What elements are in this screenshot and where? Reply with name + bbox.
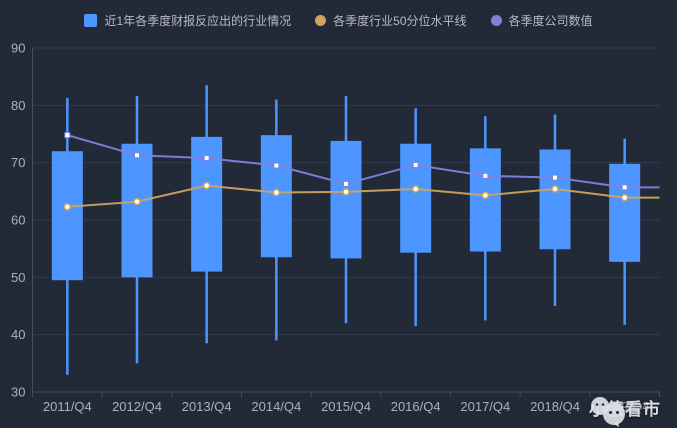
blue-square-legend-icon (84, 14, 98, 27)
x-axis-tick-label: 2016/Q4 (391, 399, 441, 414)
data-point-square[interactable] (621, 184, 628, 191)
data-point-square[interactable] (203, 155, 210, 162)
candle-body-2017/Q4[interactable] (469, 148, 501, 252)
line-company-value (67, 134, 660, 189)
x-axis-tick-label: 2018/Q4 (530, 399, 580, 414)
legend-label: 近1年各季度财报反应出的行业情况 (104, 14, 292, 28)
candle-body-2016/Q4[interactable] (400, 143, 432, 253)
x-axis-tick-label: 2011/Q4 (43, 399, 92, 414)
data-point-dot[interactable] (481, 191, 490, 200)
x-axis-tick-label: 2015/Q4 (321, 399, 371, 414)
x-axis-tick-label: 2013/Q4 (182, 399, 232, 414)
candle-body-2019/Q4[interactable] (609, 163, 641, 262)
candle-body-2015/Q4[interactable] (330, 140, 362, 259)
legend-item-50th-percentile[interactable]: 各季度行业50分位水平线 (315, 12, 467, 29)
data-point-dot[interactable] (272, 188, 281, 197)
y-axis-tick-label: 40 (11, 327, 25, 342)
x-axis-tick-label: 2014/Q4 (251, 399, 301, 414)
y-axis-tick-label: 80 (11, 98, 25, 113)
data-point-dot[interactable] (202, 181, 211, 190)
data-point-square[interactable] (482, 172, 489, 179)
candle-body-2011/Q4[interactable] (51, 151, 83, 281)
purple-circle-legend-icon (490, 15, 502, 26)
data-point-dot[interactable] (411, 185, 420, 193)
line-50th-percentile (67, 184, 660, 208)
data-point-square[interactable] (343, 180, 349, 187)
data-point-square[interactable] (412, 161, 419, 168)
data-point-dot[interactable] (551, 185, 559, 193)
data-point-dot[interactable] (63, 203, 72, 211)
data-point-square[interactable] (64, 132, 71, 139)
data-point-square[interactable] (552, 174, 558, 181)
y-axis-tick-label: 90 (11, 41, 25, 56)
candle-body-2012/Q4[interactable] (121, 143, 153, 278)
orange-circle-legend-icon (315, 15, 327, 26)
y-axis-tick-label: 30 (11, 385, 25, 400)
data-point-square[interactable] (134, 152, 140, 159)
y-axis-tick-label: 60 (11, 213, 25, 228)
legend-label: 各季度公司数值 (508, 14, 593, 28)
data-point-dot[interactable] (133, 197, 141, 206)
x-axis-tick-label: 2019/Q4 (600, 399, 650, 414)
data-point-dot[interactable] (620, 193, 629, 202)
y-axis-tick-label: 70 (11, 155, 25, 170)
x-axis-tick-label: 2017/Q4 (460, 399, 510, 414)
y-axis-tick-label: 50 (11, 270, 25, 285)
legend-item-company-value[interactable]: 各季度公司数值 (490, 12, 593, 29)
legend-label: 各季度行业50分位水平线 (333, 14, 467, 28)
candle-body-2018/Q4[interactable] (539, 149, 571, 250)
legend-item-industry-range[interactable]: 近1年各季度财报反应出的行业情况 (84, 12, 291, 29)
data-point-dot[interactable] (342, 188, 350, 196)
chart-legend: 近1年各季度财报反应出的行业情况 各季度行业50分位水平线 各季度公司数值 (0, 12, 677, 29)
data-point-square[interactable] (273, 162, 280, 169)
x-axis-tick-label: 2012/Q4 (112, 399, 162, 414)
